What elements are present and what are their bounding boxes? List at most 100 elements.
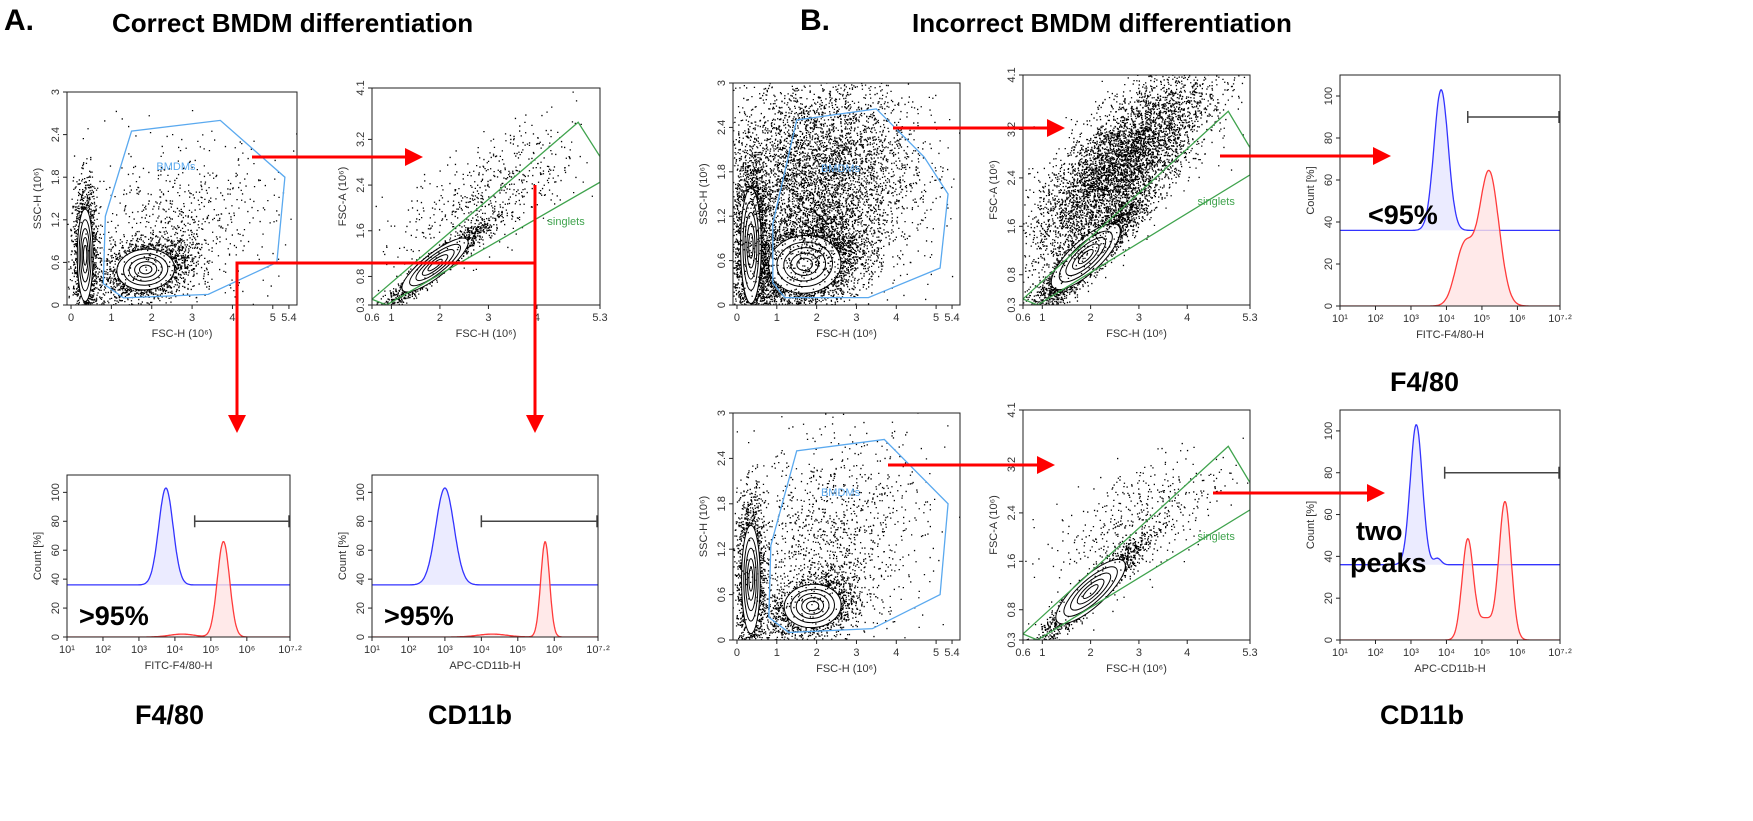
x-tick-label: 1 [108, 312, 114, 324]
x-tick-label: 3 [189, 312, 195, 324]
y-tick-label: 60 [355, 544, 367, 556]
y-tick-label: 2.4 [716, 451, 728, 466]
scatter-points [734, 413, 960, 640]
x-axis-label: FSC-H (10⁶) [816, 328, 877, 340]
y-tick-label: 2.4 [355, 177, 367, 192]
gate-polygon[interactable] [768, 438, 949, 634]
gate-label: singlets [1198, 531, 1236, 543]
marker-label-a-cd11b: CD11b [428, 700, 513, 730]
histogram-series-control [372, 487, 598, 586]
marker-gate[interactable] [193, 515, 290, 528]
gate-polygon[interactable] [772, 108, 949, 299]
percent-annotation: >95% [79, 601, 149, 631]
scatter-points [70, 110, 297, 305]
x-tick-label: 10³ [1403, 647, 1419, 659]
density-contour [116, 248, 175, 291]
x-tick-label: 10⁵ [1474, 313, 1491, 325]
gate-polygon[interactable] [102, 119, 286, 299]
density-contour [80, 228, 91, 283]
marker-gate[interactable] [1443, 466, 1560, 479]
plot-frame [1022, 74, 1251, 306]
density-contour [76, 208, 94, 302]
histogram-fill [372, 488, 598, 585]
y-tick-label: 80 [1323, 132, 1335, 144]
y-axis-label: SSC-H (10⁶) [698, 496, 710, 557]
x-axis-label: FITC-F4/80-H [145, 660, 213, 672]
x-axis-label: FSC-H (10⁶) [1106, 328, 1167, 340]
scatter-points [68, 221, 221, 305]
panel-a-letter: A. [4, 4, 34, 37]
density-contour [128, 257, 163, 282]
x-tick-label: 10⁷·² [1548, 313, 1572, 325]
y-tick-label: 60 [1323, 508, 1335, 520]
y-tick-label: 60 [1323, 174, 1335, 186]
density-contour [746, 558, 756, 601]
x-tick-label: 2 [814, 647, 820, 659]
x-tick-label: 10⁵ [1474, 647, 1491, 659]
y-tick-label: 1.8 [50, 170, 62, 185]
gate-polygon[interactable] [372, 121, 600, 305]
y-axis-label: Count [%] [1305, 166, 1317, 214]
density-contour [421, 254, 449, 276]
y-tick-label: 3 [716, 410, 728, 416]
y-tick-label: 0 [716, 637, 728, 643]
plot-scatter-b: BMDMs 0 1 2 3 4 5 5.4 0 0.6 1.2 1.8 2.4 3 FSC-H (10⁶) S… [698, 410, 961, 675]
x-axis-label: FSC-H (10⁶) [456, 328, 517, 340]
y-axis-label: Count [%] [32, 532, 44, 580]
y-tick-label: 100 [50, 483, 62, 501]
y-tick-label: 1.6 [1006, 554, 1018, 569]
y-tick-label: 80 [50, 515, 62, 527]
x-tick-label: 10⁴ [166, 644, 183, 656]
gate-polygon[interactable] [1023, 445, 1250, 640]
x-tick-label: 0.6 [1015, 647, 1030, 659]
x-tick-label: 0 [68, 312, 74, 324]
marker-gate[interactable] [480, 515, 598, 528]
x-tick-label: 10⁵ [509, 644, 526, 656]
gating-arrow [228, 261, 535, 433]
x-tick-label: 4 [893, 647, 899, 659]
density-contour [134, 261, 158, 278]
x-tick-label: 10⁷·² [586, 644, 610, 656]
y-tick-label: 0.6 [716, 587, 728, 602]
y-tick-label: 0 [1323, 637, 1335, 643]
density-contour [1076, 578, 1105, 605]
x-tick-label: 0.6 [1015, 312, 1030, 324]
density-contour [78, 219, 92, 292]
y-tick-label: 100 [355, 483, 367, 501]
y-tick-label: 1.6 [1006, 219, 1018, 234]
y-tick-label: 4.1 [1006, 67, 1018, 82]
y-tick-label: 0.3 [1006, 297, 1018, 312]
y-tick-label: 2.4 [50, 127, 62, 142]
scatter-points [375, 91, 593, 290]
y-tick-label: 100 [1323, 87, 1335, 105]
density-contour [795, 592, 830, 619]
histogram-series-control [67, 487, 290, 586]
y-axis-label: FSC-A (10⁶) [988, 160, 1000, 220]
density-contour [81, 237, 89, 274]
marker-label-b-f480: F4/80 [1390, 367, 1460, 397]
x-tick-label: 4 [1184, 647, 1190, 659]
y-axis-label: SSC-H (10⁶) [698, 163, 710, 224]
x-axis-label: FSC-H (10⁶) [816, 663, 877, 675]
x-tick-label: 10⁶ [1509, 647, 1526, 659]
marker-gate[interactable] [1466, 111, 1560, 123]
y-tick-label: 3 [50, 89, 62, 95]
y-tick-label: 0.3 [355, 297, 367, 312]
x-tick-label: 10² [400, 644, 416, 656]
y-tick-label: 40 [355, 573, 367, 585]
y-tick-label: 20 [1323, 592, 1335, 604]
gate-polygon[interactable] [1023, 110, 1250, 305]
density-contour [790, 588, 836, 624]
gate-label: BMDMs [156, 161, 196, 173]
density-contour [1070, 572, 1112, 611]
y-tick-label: 0.8 [1006, 602, 1018, 617]
x-axis-label: APC-CD11b-H [1414, 663, 1485, 675]
density-contour [1072, 243, 1100, 270]
x-tick-label: 5.3 [592, 312, 607, 324]
y-tick-label: 3 [716, 80, 728, 86]
plot-scatter-a: singlets 0.6 1 2 3 4 5.3 0.3 0.8 1.6 2.4 3.2 4.1 FSC-… [337, 80, 608, 340]
density-contour [415, 249, 455, 282]
plot-frame [1339, 74, 1561, 307]
x-tick-label: 2 [814, 312, 820, 324]
